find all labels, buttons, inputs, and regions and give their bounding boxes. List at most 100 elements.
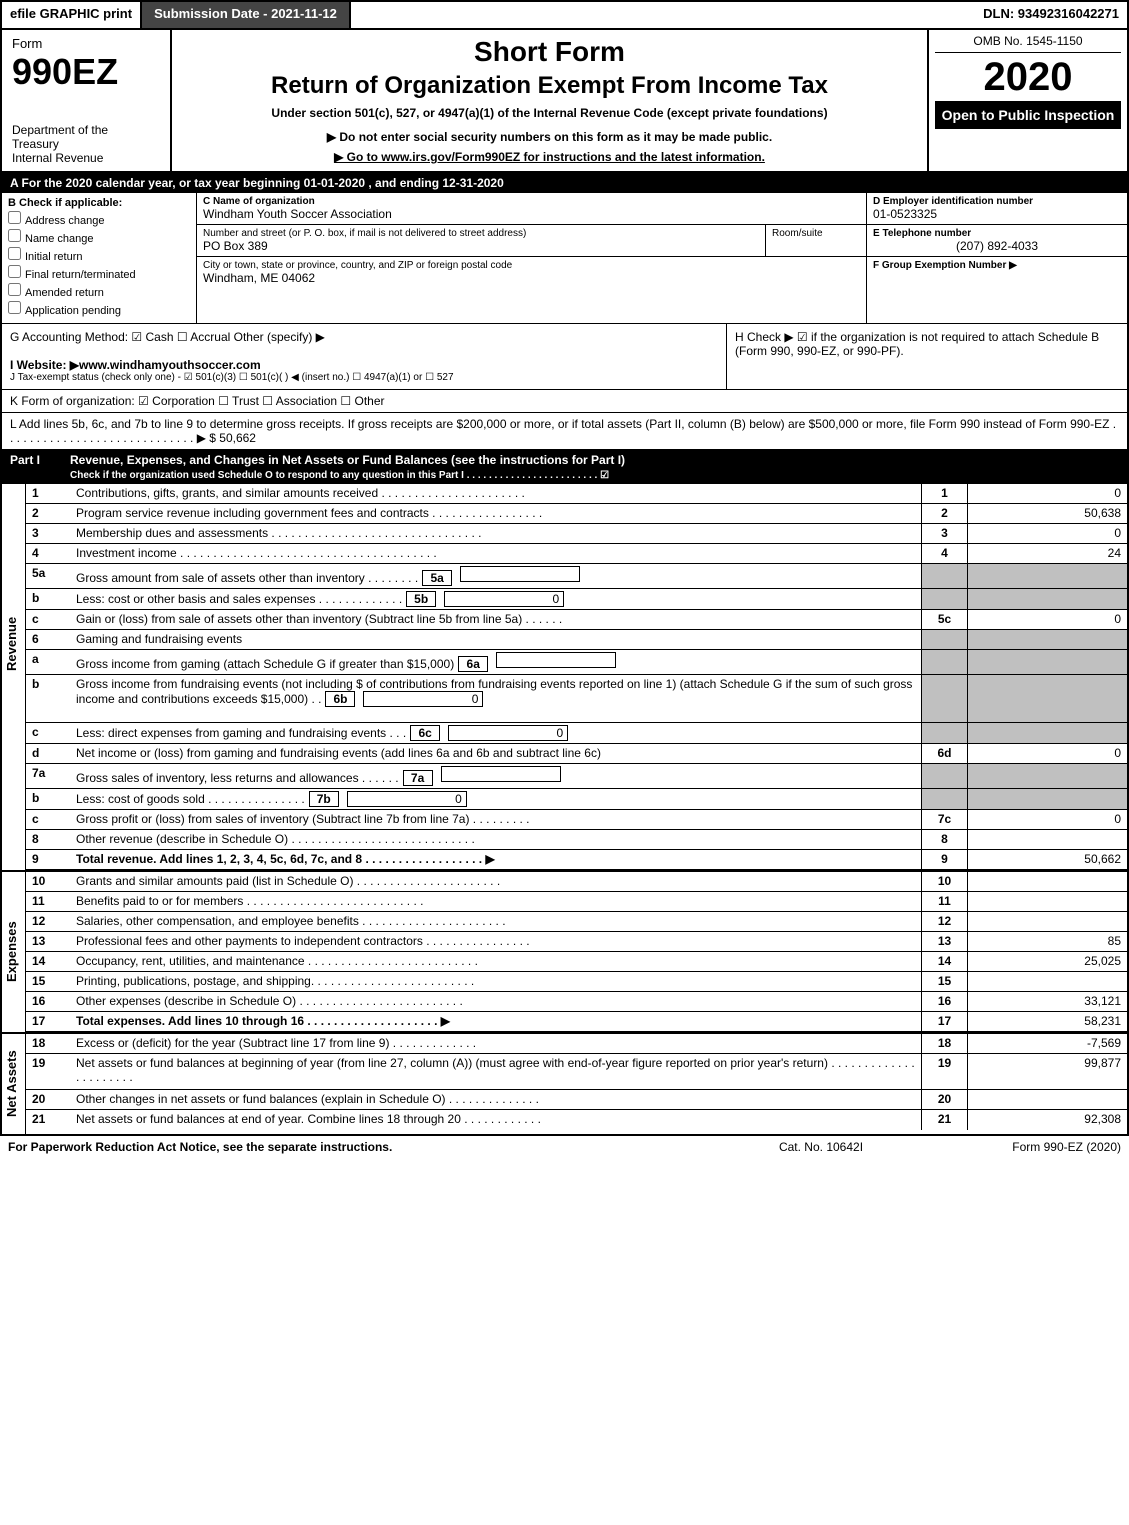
line-3: 3Membership dues and assessments . . . .…	[26, 524, 1127, 544]
expenses-side-label: Expenses	[2, 872, 26, 1032]
phone-label: E Telephone number	[873, 228, 1121, 239]
under-section: Under section 501(c), 527, or 4947(a)(1)…	[182, 106, 917, 120]
room-suite-box: Room/suite	[766, 225, 866, 256]
short-form-title: Short Form	[182, 36, 917, 68]
org-name-label: C Name of organization	[203, 196, 860, 207]
ein-value: 01-0523325	[873, 207, 1121, 221]
checkbox-final-return[interactable]: Final return/terminated	[8, 265, 190, 281]
line-12: 12Salaries, other compensation, and empl…	[26, 912, 1127, 932]
group-exemption-label: F Group Exemption Number ▶	[873, 260, 1121, 271]
section-e: E Telephone number (207) 892-4033	[867, 225, 1127, 257]
part-1-title: Revenue, Expenses, and Changes in Net As…	[70, 453, 1119, 481]
section-k: K Form of organization: ☑ Corporation ☐ …	[2, 390, 1127, 413]
efile-print-button[interactable]: efile GRAPHIC print	[2, 2, 142, 28]
open-to-public: Open to Public Inspection	[935, 101, 1121, 129]
section-l: L Add lines 5b, 6c, and 7b to line 9 to …	[2, 413, 1127, 450]
dept-line3: Internal Revenue	[12, 151, 160, 165]
info-grid: B Check if applicable: Address change Na…	[2, 193, 1127, 324]
line-5c: cGain or (loss) from sale of assets othe…	[26, 610, 1127, 630]
ssn-notice: ▶ Do not enter social security numbers o…	[182, 130, 917, 144]
section-g: G Accounting Method: ☑ Cash ☐ Accrual Ot…	[2, 324, 727, 389]
line-1: 1Contributions, gifts, grants, and simil…	[26, 484, 1127, 504]
ein-label: D Employer identification number	[873, 196, 1121, 207]
checkbox-name-change[interactable]: Name change	[8, 229, 190, 245]
city-label: City or town, state or province, country…	[203, 260, 860, 271]
dept-line1: Department of the	[12, 123, 160, 137]
section-i: I Website: ▶www.windhamyouthsoccer.com	[10, 358, 718, 372]
omb-number: OMB No. 1545-1150	[935, 34, 1121, 53]
accounting-method: G Accounting Method: ☑ Cash ☐ Accrual Ot…	[10, 330, 718, 344]
org-name-box: C Name of organization Windham Youth Soc…	[197, 193, 866, 225]
footer: For Paperwork Reduction Act Notice, see …	[0, 1136, 1129, 1158]
section-h: H Check ▶ ☑ if the organization is not r…	[727, 324, 1127, 389]
irs-link[interactable]: ▶ Go to www.irs.gov/Form990EZ for instru…	[182, 150, 917, 164]
line-2: 2Program service revenue including gover…	[26, 504, 1127, 524]
line-6b: bGross income from fundraising events (n…	[26, 675, 1127, 723]
room-label: Room/suite	[772, 228, 860, 239]
part-1-header: Part I Revenue, Expenses, and Changes in…	[2, 450, 1127, 484]
section-c: C Name of organization Windham Youth Soc…	[197, 193, 867, 323]
address-row: Number and street (or P. O. box, if mail…	[197, 225, 866, 257]
dept-line2: Treasury	[12, 137, 160, 151]
address-box: Number and street (or P. O. box, if mail…	[197, 225, 766, 256]
checkbox-application-pending[interactable]: Application pending	[8, 301, 190, 317]
section-f: F Group Exemption Number ▶	[867, 257, 1127, 274]
line-13: 13Professional fees and other payments t…	[26, 932, 1127, 952]
section-d: D Employer identification number 01-0523…	[867, 193, 1127, 225]
form-header: Form 990EZ Department of the Treasury In…	[2, 30, 1127, 173]
tax-year-row: A For the 2020 calendar year, or tax yea…	[2, 173, 1127, 193]
header-left: Form 990EZ Department of the Treasury In…	[2, 30, 172, 171]
checkbox-address-change[interactable]: Address change	[8, 211, 190, 227]
net-assets-side-label: Net Assets	[2, 1034, 26, 1134]
line-15: 15Printing, publications, postage, and s…	[26, 972, 1127, 992]
line-5a: 5aGross amount from sale of assets other…	[26, 564, 1127, 589]
footer-cat-no: Cat. No. 10642I	[721, 1140, 921, 1154]
top-bar: efile GRAPHIC print Submission Date - 20…	[0, 0, 1129, 28]
phone-value: (207) 892-4033	[873, 239, 1121, 253]
dln-label: DLN: 93492316042271	[975, 2, 1127, 28]
line-6: 6Gaming and fundraising events	[26, 630, 1127, 650]
line-18: 18Excess or (deficit) for the year (Subt…	[26, 1034, 1127, 1054]
line-5b: bLess: cost or other basis and sales exp…	[26, 589, 1127, 610]
section-b-title: B Check if applicable:	[8, 197, 190, 209]
city-box: City or town, state or province, country…	[197, 257, 866, 288]
footer-form-id: Form 990-EZ (2020)	[921, 1140, 1121, 1154]
line-20: 20Other changes in net assets or fund ba…	[26, 1090, 1127, 1110]
line-14: 14Occupancy, rent, utilities, and mainte…	[26, 952, 1127, 972]
line-9: 9Total revenue. Add lines 1, 2, 3, 4, 5c…	[26, 850, 1127, 870]
org-name: Windham Youth Soccer Association	[203, 207, 860, 221]
line-17: 17Total expenses. Add lines 10 through 1…	[26, 1012, 1127, 1032]
form-number: 990EZ	[12, 51, 160, 93]
section-b: B Check if applicable: Address change Na…	[2, 193, 197, 323]
row-gh: G Accounting Method: ☑ Cash ☐ Accrual Ot…	[2, 324, 1127, 390]
main-title: Return of Organization Exempt From Incom…	[182, 72, 917, 100]
footer-notice: For Paperwork Reduction Act Notice, see …	[8, 1140, 721, 1154]
submission-date-button[interactable]: Submission Date - 2021-11-12	[142, 2, 351, 28]
section-def: D Employer identification number 01-0523…	[867, 193, 1127, 323]
header-right: OMB No. 1545-1150 2020 Open to Public In…	[927, 30, 1127, 171]
line-6c: cLess: direct expenses from gaming and f…	[26, 723, 1127, 744]
line-10: 10Grants and similar amounts paid (list …	[26, 872, 1127, 892]
line-6d: dNet income or (loss) from gaming and fu…	[26, 744, 1127, 764]
line-19: 19Net assets or fund balances at beginni…	[26, 1054, 1127, 1090]
city-value: Windham, ME 04062	[203, 271, 860, 285]
tax-year: 2020	[935, 57, 1121, 97]
line-11: 11Benefits paid to or for members . . . …	[26, 892, 1127, 912]
line-21: 21Net assets or fund balances at end of …	[26, 1110, 1127, 1130]
line-7c: cGross profit or (loss) from sales of in…	[26, 810, 1127, 830]
section-j: J Tax-exempt status (check only one) - ☑…	[10, 372, 718, 383]
checkbox-amended-return[interactable]: Amended return	[8, 283, 190, 299]
top-spacer	[351, 2, 975, 28]
line-7a: 7aGross sales of inventory, less returns…	[26, 764, 1127, 789]
form-container: Form 990EZ Department of the Treasury In…	[0, 28, 1129, 1136]
form-word: Form	[12, 36, 160, 51]
line-4: 4Investment income . . . . . . . . . . .…	[26, 544, 1127, 564]
revenue-side-label: Revenue	[2, 484, 26, 870]
header-center: Short Form Return of Organization Exempt…	[172, 30, 927, 171]
checkbox-initial-return[interactable]: Initial return	[8, 247, 190, 263]
line-6a: aGross income from gaming (attach Schedu…	[26, 650, 1127, 675]
line-8: 8Other revenue (describe in Schedule O) …	[26, 830, 1127, 850]
line-16: 16Other expenses (describe in Schedule O…	[26, 992, 1127, 1012]
address-value: PO Box 389	[203, 239, 759, 253]
address-label: Number and street (or P. O. box, if mail…	[203, 228, 759, 239]
